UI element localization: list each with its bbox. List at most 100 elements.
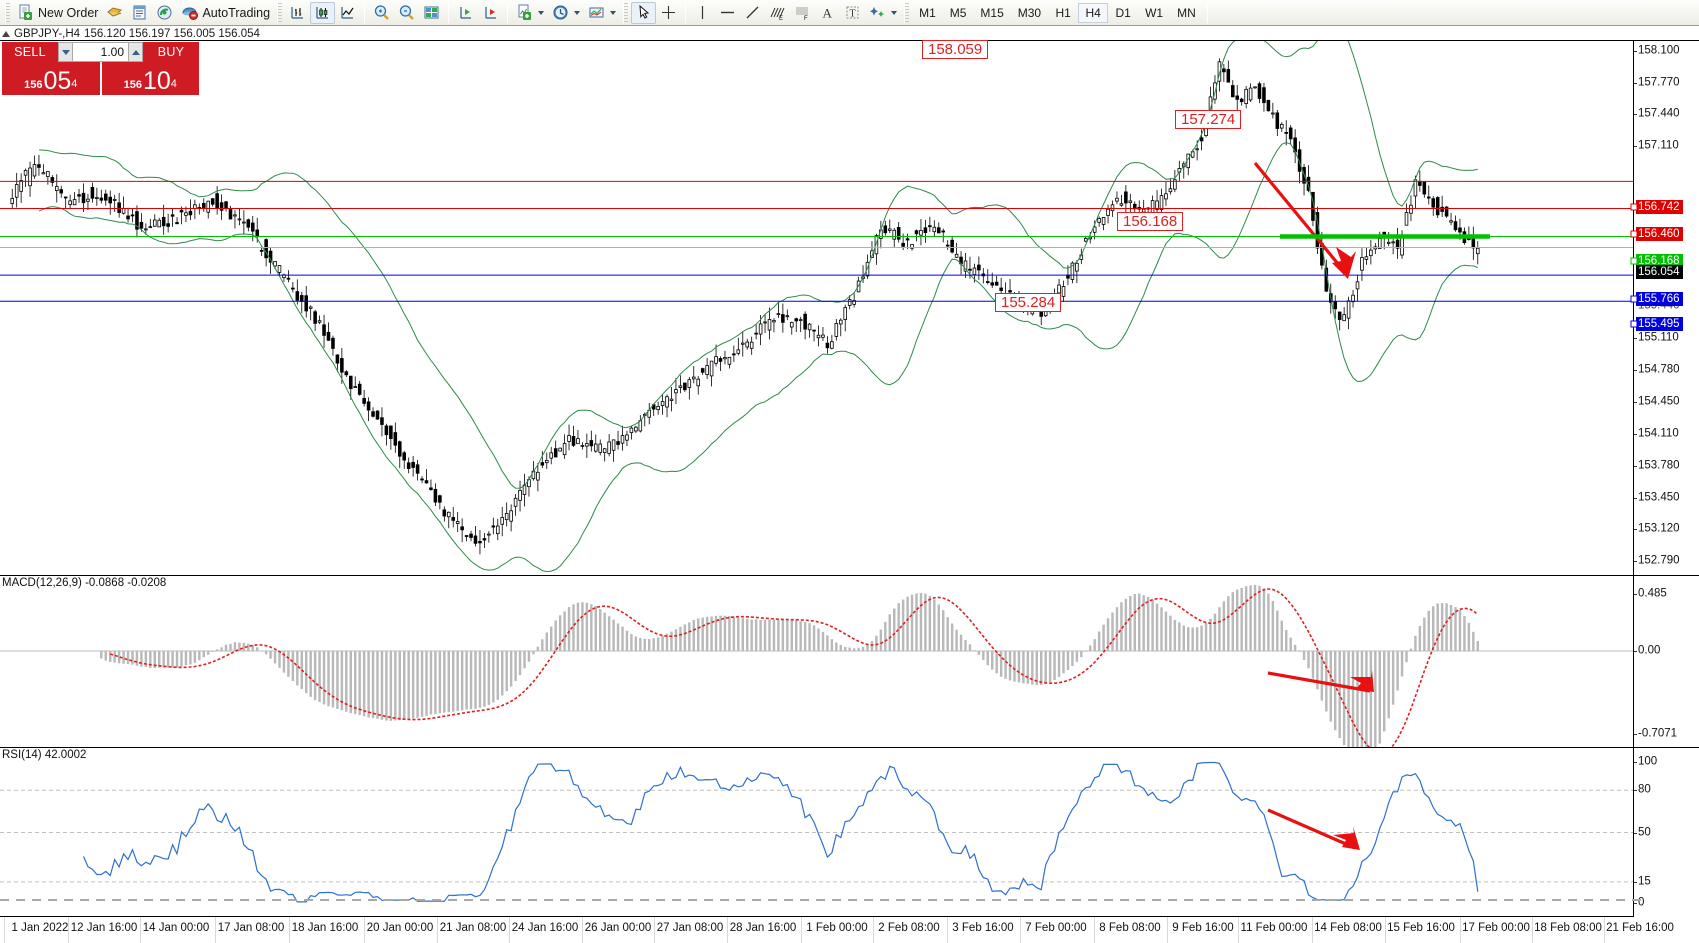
price-tick-label: 153.780 [1638,459,1680,472]
cursor-button[interactable] [631,1,657,24]
trendline-button[interactable] [740,2,765,24]
bar-chart-button[interactable] [285,2,310,24]
templates-button[interactable] [584,2,620,24]
price-level-tag-red-line[interactable]: 156.460 [1636,227,1683,241]
rsi-scale-axis[interactable]: 100 80 50 15 0 [1633,748,1699,917]
toolbar-grip-2[interactable] [277,2,283,23]
timeframe-m15[interactable]: M15 [980,5,1004,20]
horizontal-line-icon [721,11,735,14]
buy-label[interactable]: BUY [143,42,199,62]
time-tick [1104,899,1113,901]
time-axis-label: 3 Feb 16:00 [952,922,1014,934]
toolbar-grip[interactable] [5,2,10,23]
horizontal-level-lines[interactable] [0,180,1633,302]
price-annotation-label[interactable]: 158.059 [922,40,989,59]
macd-arrow-annotation[interactable] [1267,670,1374,693]
new-order-button[interactable]: New Order [13,2,102,24]
price-level-tag-green-line[interactable]: 156.168 [1636,254,1683,268]
chart-expand-icon[interactable] [2,30,10,37]
price-scale-axis[interactable]: 158.100 157.770 157.440 157.110 155.110 154.7… [1630,41,1699,576]
zoom-out-button[interactable] [394,2,419,24]
period-button[interactable] [548,2,584,24]
timeframe-d1[interactable]: D1 [1115,5,1131,20]
text-button[interactable]: A [815,2,840,24]
price-level-handle[interactable] [1630,295,1638,303]
elliott-wave-button[interactable]: E [765,2,790,24]
chart-shift-button[interactable] [453,2,478,24]
auto-scroll-button[interactable] [478,2,503,24]
price-level-tag-bid-line[interactable]: 156.054 [1636,265,1683,279]
timeframe-h4[interactable]: H4 [1078,2,1109,23]
price-level-handle[interactable] [1630,230,1638,238]
fibonacci-button[interactable]: F [790,2,815,24]
candlestick-chart-button[interactable] [310,1,336,24]
volume-input[interactable]: 1.00 [73,42,128,62]
price-annotation-label[interactable]: 157.274 [1175,110,1242,129]
red-trendline-annotation[interactable] [1253,161,1356,279]
price-level-handle[interactable] [1630,257,1638,265]
toolbar-grip-4[interactable] [904,2,910,23]
macd-pane[interactable]: 0.485 0.00 -0.7071 MACD(12,26,9) -0.0868 -… [0,575,1699,748]
templates-caret-icon[interactable] [610,10,617,15]
price-annotation-label[interactable]: 155.284 [995,293,1062,312]
time-tick [1520,899,1529,901]
signals-button[interactable] [152,2,177,24]
shapes-caret-icon[interactable] [891,10,898,15]
price-level-handle[interactable] [1630,320,1638,328]
volume-increase-button[interactable] [128,42,143,62]
time-tick [928,899,937,901]
buy-price-button[interactable]: 156 10 4 [101,62,199,95]
time-tick [240,899,249,901]
expert-advisor-button[interactable] [102,2,127,24]
crosshair-button[interactable] [656,2,681,24]
sell-label[interactable]: SELL [2,42,58,62]
autotrading-button[interactable]: AutoTrading [177,2,274,24]
line-chart-button[interactable] [335,2,360,24]
price-chart-pane[interactable]: 158.100 157.770 157.440 157.110 155.110 154.7… [0,40,1699,576]
price-tick-label: 153.120 [1638,522,1680,535]
price-plot-area[interactable] [0,41,1633,576]
price-tick-label: 152.790 [1638,554,1680,567]
indicators-caret-icon[interactable] [538,10,545,15]
timeframe-w1[interactable]: W1 [1145,5,1164,20]
rsi-pane[interactable]: 100 80 50 15 0 RSI(14) 42.0002 [0,747,1699,917]
macd-plot-area[interactable] [0,576,1633,748]
indicators-button[interactable] [512,2,548,24]
timeframe-m1[interactable]: M1 [919,5,936,20]
data-window-button[interactable] [127,2,152,24]
chevron-down-icon [61,49,70,55]
rsi-arrow-annotation[interactable] [1267,808,1360,850]
time-axis[interactable]: 1 Jan 2022 12 Jan 16:00 14 Jan 00:00 17 Jan… [0,899,1674,943]
timeframe-m30[interactable]: M30 [1017,5,1042,20]
zoom-in-button[interactable] [369,2,394,24]
one-click-trading-panel[interactable]: SELL 1.00 BUY 156 05 4 156 10 4 [2,42,199,95]
time-tick [1456,899,1465,901]
shapes-button[interactable] [865,2,901,24]
time-tick [192,899,201,901]
rsi-plot-area[interactable] [0,748,1633,917]
price-level-handle[interactable] [1630,203,1638,211]
text-label-button[interactable]: T [840,2,865,24]
time-axis-separator [801,917,802,943]
time-tick [480,899,489,901]
timeframe-mn[interactable]: MN [1177,5,1196,20]
macd-scale-axis[interactable]: 0.485 0.00 -0.7071 [1633,576,1699,748]
price-level-tag-blue-line[interactable]: 155.766 [1636,292,1683,306]
time-axis-separator [140,917,141,943]
price-annotation-label[interactable]: 156.168 [1117,212,1184,231]
time-tick [1120,899,1129,901]
price-level-tag-blue-line[interactable]: 155.495 [1636,317,1683,331]
volume-stepper[interactable]: 1.00 [58,42,143,62]
price-level-tag-red-line[interactable]: 156.742 [1636,200,1683,214]
templates-icon [589,7,604,18]
period-caret-icon[interactable] [574,10,581,15]
timeframe-h1[interactable]: H1 [1055,5,1071,20]
rsi-tick-mark [1634,903,1637,904]
horizontal-line-button[interactable] [715,2,740,24]
vertical-line-button[interactable] [690,2,715,24]
timeframe-m5[interactable]: M5 [949,5,967,20]
toolbar-grip-3[interactable] [623,2,629,23]
volume-decrease-button[interactable] [58,42,73,62]
sell-price-button[interactable]: 156 05 4 [2,62,100,95]
market-watch-button[interactable] [419,2,444,24]
